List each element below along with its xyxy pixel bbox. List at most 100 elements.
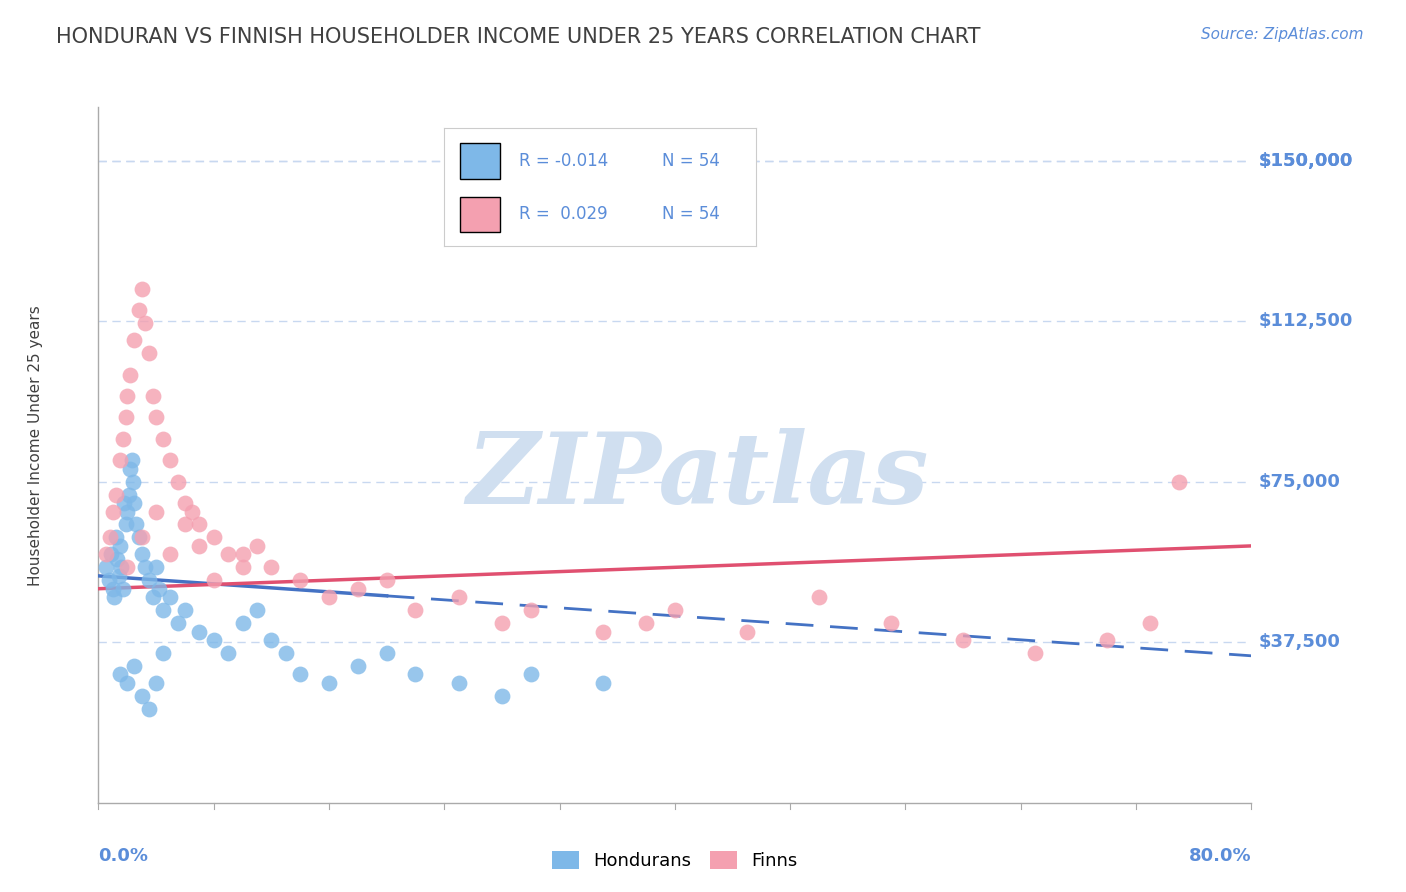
Point [120,462,142,476]
Point [152,646,174,660]
Point [104,530,127,544]
Point [952,633,974,648]
Point [1097,633,1119,648]
Point [142,591,165,605]
Text: Householder Income Under 25 years: Householder Income Under 25 years [28,306,42,586]
Point [108,667,131,681]
Point [447,591,470,605]
Point [491,689,513,703]
Point [735,624,758,639]
Point [405,667,427,681]
Point [117,389,138,403]
Point [491,615,513,630]
Legend: Hondurans, Finns: Hondurans, Finns [546,844,804,877]
Point [134,560,156,574]
Point [174,496,197,510]
Point [1139,615,1161,630]
Point [145,676,167,690]
Point [100,548,122,562]
Point [274,646,297,660]
Point [231,560,254,574]
Point [231,548,254,562]
Point [107,569,129,583]
Point [138,701,160,715]
Point [520,667,543,681]
Point [117,505,138,519]
Point [318,676,340,690]
Point [152,603,174,617]
Point [145,505,167,519]
Point [108,453,131,467]
Point [138,346,160,360]
Point [94,548,117,562]
Point [188,517,211,532]
Text: $37,500: $37,500 [1258,633,1340,651]
Point [202,530,225,544]
Point [592,624,614,639]
Point [880,615,903,630]
Text: ZIPatlas: ZIPatlas [467,427,929,524]
Point [375,646,398,660]
Point [128,530,150,544]
Point [145,410,167,425]
Point [131,548,153,562]
Point [246,539,269,553]
Point [174,603,197,617]
Text: 0.0%: 0.0% [98,847,149,865]
Point [112,496,135,510]
Point [1168,475,1191,489]
Point [217,646,239,660]
Text: $75,000: $75,000 [1258,473,1340,491]
Point [105,551,128,566]
Point [159,453,181,467]
Point [166,475,188,489]
Text: 80.0%: 80.0% [1188,847,1251,865]
Point [101,582,124,596]
Point [142,389,165,403]
Point [111,432,134,446]
Point [346,582,368,596]
Point [104,487,127,501]
Point [260,560,283,574]
Point [118,487,141,501]
Point [636,615,658,630]
Point [122,475,145,489]
Point [131,689,153,703]
Point [202,573,225,587]
Point [520,603,543,617]
Point [181,505,204,519]
Point [202,633,225,648]
Point [447,676,470,690]
Point [114,410,136,425]
Point [138,573,160,587]
Point [117,676,138,690]
Point [260,633,283,648]
Point [94,560,117,574]
Point [290,573,312,587]
Point [120,368,142,382]
Point [131,282,153,296]
Point [114,517,136,532]
Point [117,560,138,574]
Point [188,539,211,553]
Point [231,615,254,630]
Point [318,591,340,605]
Point [664,603,686,617]
Point [131,530,153,544]
Point [124,334,146,348]
Point [145,560,167,574]
Point [166,615,188,630]
Point [375,573,398,587]
Point [110,560,132,574]
Point [124,658,146,673]
Point [103,591,125,605]
Point [111,582,134,596]
Point [108,539,131,553]
Point [188,624,211,639]
Point [1024,646,1046,660]
Text: Source: ZipAtlas.com: Source: ZipAtlas.com [1201,27,1364,42]
Point [97,573,120,587]
Point [592,676,614,690]
Point [217,548,239,562]
Point [98,530,121,544]
